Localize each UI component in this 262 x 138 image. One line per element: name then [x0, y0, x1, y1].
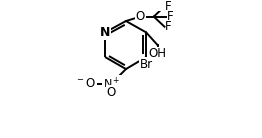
- Text: $\mathregular{^-O}$: $\mathregular{^-O}$: [75, 77, 96, 90]
- Text: O: O: [136, 10, 145, 23]
- Text: F: F: [165, 20, 172, 33]
- Text: OH: OH: [149, 47, 167, 60]
- Text: $\mathregular{N^+}$: $\mathregular{N^+}$: [103, 76, 120, 91]
- Text: Br: Br: [140, 58, 153, 71]
- Text: F: F: [167, 10, 174, 23]
- Text: F: F: [165, 0, 172, 13]
- Text: O: O: [107, 86, 116, 99]
- Text: N: N: [100, 26, 110, 39]
